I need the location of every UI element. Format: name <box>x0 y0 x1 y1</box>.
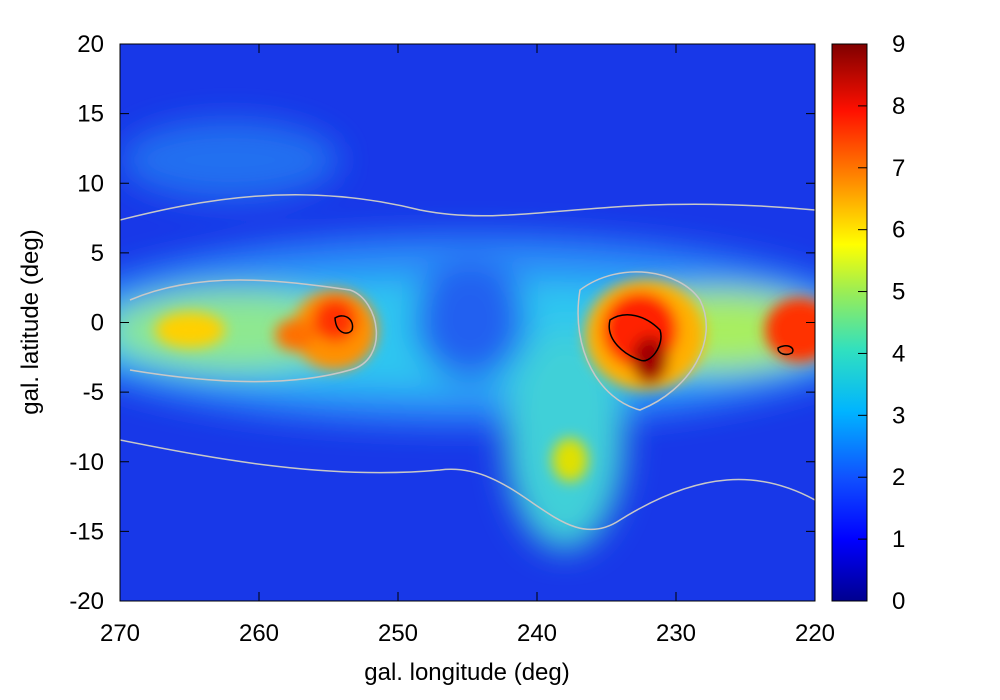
colorbar-tick-label: 3 <box>892 402 905 429</box>
colorbar-tick-label: 0 <box>892 588 905 615</box>
colorbar-tick-label: 6 <box>892 217 905 244</box>
hotspot-221 <box>765 298 815 362</box>
colorbar <box>831 43 868 602</box>
y-tick-label: -10 <box>69 449 104 476</box>
colorbar-tick-label: 4 <box>892 340 905 367</box>
colorbar-tick-label: 7 <box>892 155 905 182</box>
y-tick-label: -5 <box>83 379 104 406</box>
x-tick-label: 220 <box>795 620 835 647</box>
contours-level-4 <box>129 271 707 411</box>
contours-level-8 <box>334 314 794 362</box>
colorbar-tick-label: 2 <box>892 464 905 491</box>
x-tick-label: 250 <box>378 620 418 647</box>
x-tick-label: 260 <box>239 620 279 647</box>
x-tick-label: 270 <box>100 620 140 647</box>
colorbar-tick-label: 5 <box>892 279 905 306</box>
x-tick-label: 240 <box>517 620 557 647</box>
y-tick-label: -15 <box>69 518 104 545</box>
void-center <box>415 260 525 380</box>
y-tick-label: 20 <box>77 31 104 58</box>
colorbar-tick-label: 8 <box>892 93 905 120</box>
y-axis-title: gal. latitude (deg) <box>17 229 44 414</box>
hotspot-266 <box>155 312 225 348</box>
colorbar-axis: 0 1 2 3 4 5 6 7 8 9 <box>858 31 905 615</box>
north-cloud <box>120 120 340 200</box>
x-axis-title: gal. longitude (deg) <box>364 659 569 686</box>
x-tick-label: 230 <box>656 620 696 647</box>
x-axis: 270 260 250 240 230 220 <box>100 44 835 647</box>
y-tick-label: -20 <box>69 588 104 615</box>
y-tick-label: 5 <box>91 240 104 267</box>
hotspot-238 <box>552 438 588 482</box>
colorbar-tick-label: 1 <box>892 526 905 553</box>
contours-level-2 <box>120 193 815 531</box>
y-tick-label: 0 <box>91 310 104 337</box>
hotspot-231-peak <box>632 336 668 384</box>
y-tick-label: 15 <box>77 101 104 128</box>
y-axis: -20 -15 -10 -5 0 5 10 15 20 <box>69 31 815 615</box>
y-tick-label: 10 <box>77 170 104 197</box>
colorbar-tick-label: 9 <box>892 31 905 58</box>
heatmap-area <box>120 44 815 601</box>
hotspot-257 <box>275 319 315 351</box>
